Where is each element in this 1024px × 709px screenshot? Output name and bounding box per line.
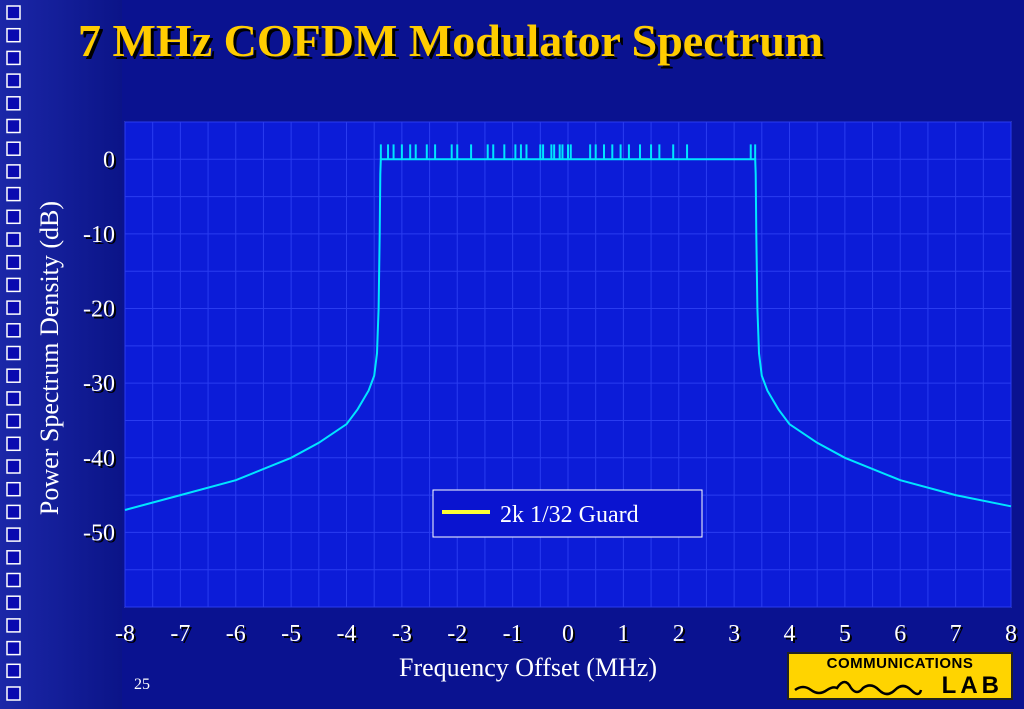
square-bullet xyxy=(6,118,21,134)
y-tick-label: -40 xyxy=(83,446,115,472)
y-tick-label: 0 xyxy=(103,147,115,173)
square-bullet xyxy=(6,550,21,565)
square-bullet xyxy=(6,345,21,361)
x-tick-label: -2 xyxy=(447,621,467,647)
square-bullet xyxy=(6,595,21,610)
square-bullet xyxy=(6,618,21,633)
x-tick-label: 7 xyxy=(950,621,962,647)
square-bullet xyxy=(6,300,21,315)
logo-line2: LAB xyxy=(941,672,1003,699)
page-number: 25 xyxy=(134,676,150,693)
square-bullets-decoration xyxy=(6,5,21,701)
y-tick-label: -50 xyxy=(83,520,115,546)
square-bullet xyxy=(6,209,21,225)
x-tick-label: 2 xyxy=(673,621,685,647)
x-tick-label: 0 xyxy=(562,621,574,647)
square-bullet xyxy=(6,141,21,156)
square-bullet xyxy=(6,323,21,338)
square-bullet xyxy=(6,391,21,406)
x-tick-label: 1 xyxy=(617,621,629,647)
square-bullet xyxy=(6,663,21,679)
y-axis-title: Power Spectrum Density (dB) xyxy=(35,201,64,515)
square-bullet xyxy=(6,164,21,179)
x-tick-label: -8 xyxy=(115,621,135,647)
square-bullet xyxy=(6,27,21,43)
square-bullet xyxy=(6,413,21,429)
x-tick-label: -1 xyxy=(503,621,523,647)
square-bullet xyxy=(6,186,21,202)
logo-line1: COMMUNICATIONS xyxy=(826,655,974,672)
x-tick-label: 6 xyxy=(894,621,906,647)
square-bullet xyxy=(6,277,21,293)
square-bullet xyxy=(6,481,21,497)
square-bullet xyxy=(6,50,21,66)
y-tick-label: -10 xyxy=(83,222,115,248)
y-tick-label: -30 xyxy=(83,371,115,397)
x-axis-title: Frequency Offset (MHz) xyxy=(399,653,657,682)
x-tick-label: -7 xyxy=(170,621,190,647)
x-tick-label: -6 xyxy=(226,621,246,647)
wave-icon xyxy=(794,680,923,696)
x-tick-label: 8 xyxy=(1005,621,1017,647)
square-bullet xyxy=(6,368,21,383)
square-bullet xyxy=(6,96,21,111)
y-tick-label: -20 xyxy=(83,297,115,323)
square-bullet xyxy=(6,436,21,452)
square-bullet xyxy=(6,5,21,20)
x-tick-label: -5 xyxy=(281,621,301,647)
x-tick-label: -3 xyxy=(392,621,412,647)
square-bullet xyxy=(6,686,21,701)
x-tick-label: 4 xyxy=(784,621,796,647)
square-bullet xyxy=(6,459,21,474)
x-tick-label: 3 xyxy=(728,621,740,647)
legend-label: 2k 1/32 Guard xyxy=(500,502,639,528)
square-bullet xyxy=(6,504,21,520)
square-bullet xyxy=(6,232,21,247)
square-bullet xyxy=(6,572,21,588)
square-bullet xyxy=(6,640,21,656)
square-bullet xyxy=(6,254,21,270)
slide-title: 7 MHz COFDM Modulator Spectrum xyxy=(78,15,824,66)
x-tick-label: 5 xyxy=(839,621,851,647)
communications-lab-logo: COMMUNICATIONS LAB xyxy=(787,652,1013,700)
left-decorative-strip xyxy=(0,0,122,709)
x-tick-label: -4 xyxy=(337,621,357,647)
square-bullet xyxy=(6,527,21,542)
square-bullet xyxy=(6,73,21,88)
